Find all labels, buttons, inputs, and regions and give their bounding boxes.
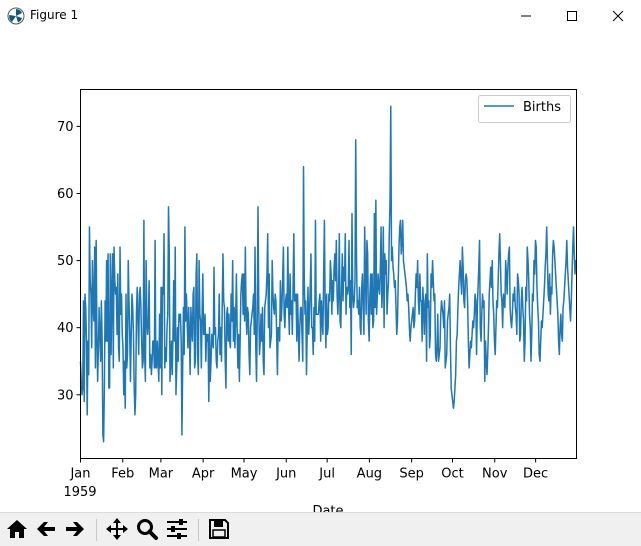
legend-box <box>478 95 571 123</box>
series-line-births <box>79 105 578 443</box>
subplots-config-button[interactable] <box>164 516 190 542</box>
x-tick-label: Jan <box>69 467 90 482</box>
home-icon <box>7 520 27 538</box>
x-tick-label: Dec <box>523 467 548 482</box>
y-tick-label: 40 <box>57 321 74 336</box>
zoom-icon <box>137 519 158 540</box>
x-axis-label: Date <box>312 504 343 512</box>
zoom-button[interactable] <box>134 516 160 542</box>
axes-frame <box>80 89 577 459</box>
home-button[interactable] <box>4 516 30 542</box>
y-axis: 30 40 50 60 70 <box>57 120 81 403</box>
title-bar: Figure 1 <box>0 0 641 32</box>
toolbar-separator <box>96 519 97 541</box>
save-icon <box>209 519 229 539</box>
x-tick-label: Jun <box>275 467 296 482</box>
legend: Births <box>478 95 571 123</box>
subplots-config-icon <box>167 519 187 539</box>
close-button[interactable] <box>595 0 641 32</box>
y-tick-label: 50 <box>57 254 74 269</box>
minimize-icon <box>521 15 531 17</box>
y-tick-label: 70 <box>57 120 74 135</box>
y-tick-label: 60 <box>57 187 74 202</box>
minimize-button[interactable] <box>503 0 549 32</box>
back-button[interactable] <box>33 516 59 542</box>
x-tick-label: May <box>231 467 258 482</box>
x-tick-label: Oct <box>441 467 463 482</box>
save-button[interactable] <box>206 516 232 542</box>
x-year-label: 1959 <box>63 485 96 500</box>
x-tick-label: Feb <box>111 467 134 482</box>
plot-line-layer <box>79 105 578 443</box>
back-arrow-icon <box>37 522 55 536</box>
pan-icon <box>106 518 128 540</box>
toolbar-separator <box>198 519 199 541</box>
maximize-button[interactable] <box>549 0 595 32</box>
maximize-icon <box>567 11 577 21</box>
x-tick-label: Sep <box>399 467 424 482</box>
x-tick-label: Apr <box>192 467 215 482</box>
window-title: Figure 1 <box>30 8 79 22</box>
x-axis: Jan Feb Mar Apr May Jun Jul Aug Sep Oct Nov Dec <box>69 458 548 482</box>
forward-arrow-icon <box>66 522 84 536</box>
legend-label-births: Births <box>523 100 561 115</box>
navigation-toolbar <box>0 512 641 546</box>
x-tick-label: Nov <box>482 467 508 482</box>
x-tick-label: Mar <box>149 467 174 482</box>
y-tick-label: 30 <box>57 388 74 403</box>
matplotlib-icon <box>7 7 25 25</box>
close-icon <box>612 10 624 22</box>
figure-canvas[interactable]: 30 40 50 60 70 Jan Feb Mar Apr May Jun Jul Aug Sep Oc… <box>0 32 641 512</box>
forward-button[interactable] <box>62 516 88 542</box>
pan-button[interactable] <box>104 516 130 542</box>
x-tick-label: Aug <box>357 467 382 482</box>
x-tick-label: Jul <box>318 467 335 482</box>
